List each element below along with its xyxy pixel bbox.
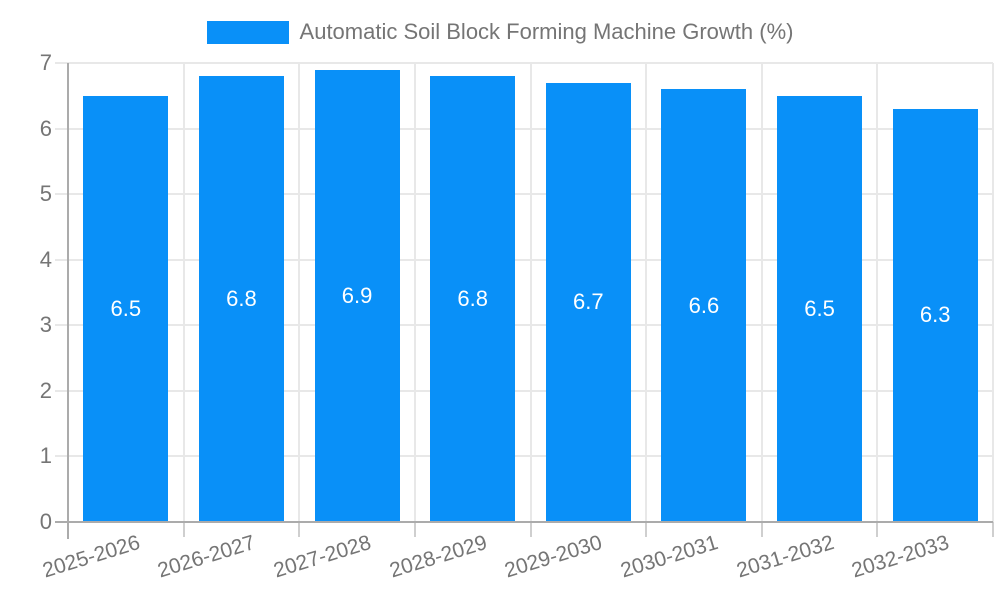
- x-axis-tick: [298, 522, 301, 537]
- y-axis-tick: [55, 258, 68, 261]
- y-tick-label: 2: [39, 377, 52, 403]
- bar-value-label: 6.8: [226, 286, 257, 312]
- bar-value-label: 6.8: [457, 286, 488, 312]
- bar-value-label: 6.5: [804, 295, 835, 321]
- gridline-vertical: [760, 63, 763, 522]
- legend: Automatic Soil Block Forming Machine Gro…: [0, 18, 1000, 46]
- y-tick-label: 5: [39, 181, 52, 207]
- x-axis-line: [55, 521, 993, 523]
- y-axis-tick: [55, 62, 68, 64]
- bar: [314, 69, 400, 522]
- y-axis-tick: [55, 455, 68, 458]
- y-axis-tick: [55, 193, 68, 196]
- bar: [892, 108, 978, 522]
- gridline-vertical: [182, 63, 185, 522]
- bar: [661, 89, 747, 522]
- bar-value-label: 6.3: [919, 302, 951, 328]
- gridline-vertical: [298, 63, 301, 522]
- bar-value-label: 6.9: [341, 282, 373, 308]
- y-tick-label: 1: [39, 443, 52, 469]
- bar: [430, 76, 516, 522]
- x-axis-tick: [645, 522, 648, 537]
- x-axis-tick: [182, 522, 185, 537]
- gridline-vertical: [645, 63, 648, 522]
- bar: [198, 76, 284, 522]
- y-tick-label: 4: [39, 246, 52, 272]
- bar-value-label: 6.5: [110, 295, 142, 321]
- bar-value-label: 6.6: [688, 292, 720, 318]
- legend-label: Automatic Soil Block Forming Machine Gro…: [299, 19, 794, 44]
- y-tick-label: 3: [39, 312, 52, 338]
- y-tick-label: 6: [39, 115, 52, 141]
- y-axis-tick: [55, 389, 68, 392]
- y-axis-line: [67, 63, 69, 539]
- gridline-vertical: [413, 63, 416, 522]
- bar: [777, 95, 863, 522]
- bar-value-label: 6.7: [573, 289, 604, 315]
- gridline-vertical: [529, 63, 532, 522]
- y-axis-tick: [55, 324, 68, 327]
- y-tick-label: 7: [39, 50, 52, 75]
- x-axis-tick: [529, 522, 532, 537]
- gridline-vertical: [876, 63, 879, 522]
- x-axis-tick: [413, 522, 416, 537]
- bar: [83, 95, 169, 522]
- x-axis-tick: [876, 522, 879, 537]
- y-tick-label: 0: [39, 509, 52, 534]
- gridline-vertical: [992, 63, 994, 522]
- y-axis-tick: [55, 127, 68, 130]
- bar: [545, 82, 631, 522]
- x-axis-tick: [992, 522, 994, 537]
- x-axis-tick: [760, 522, 763, 537]
- legend-swatch: [206, 20, 289, 44]
